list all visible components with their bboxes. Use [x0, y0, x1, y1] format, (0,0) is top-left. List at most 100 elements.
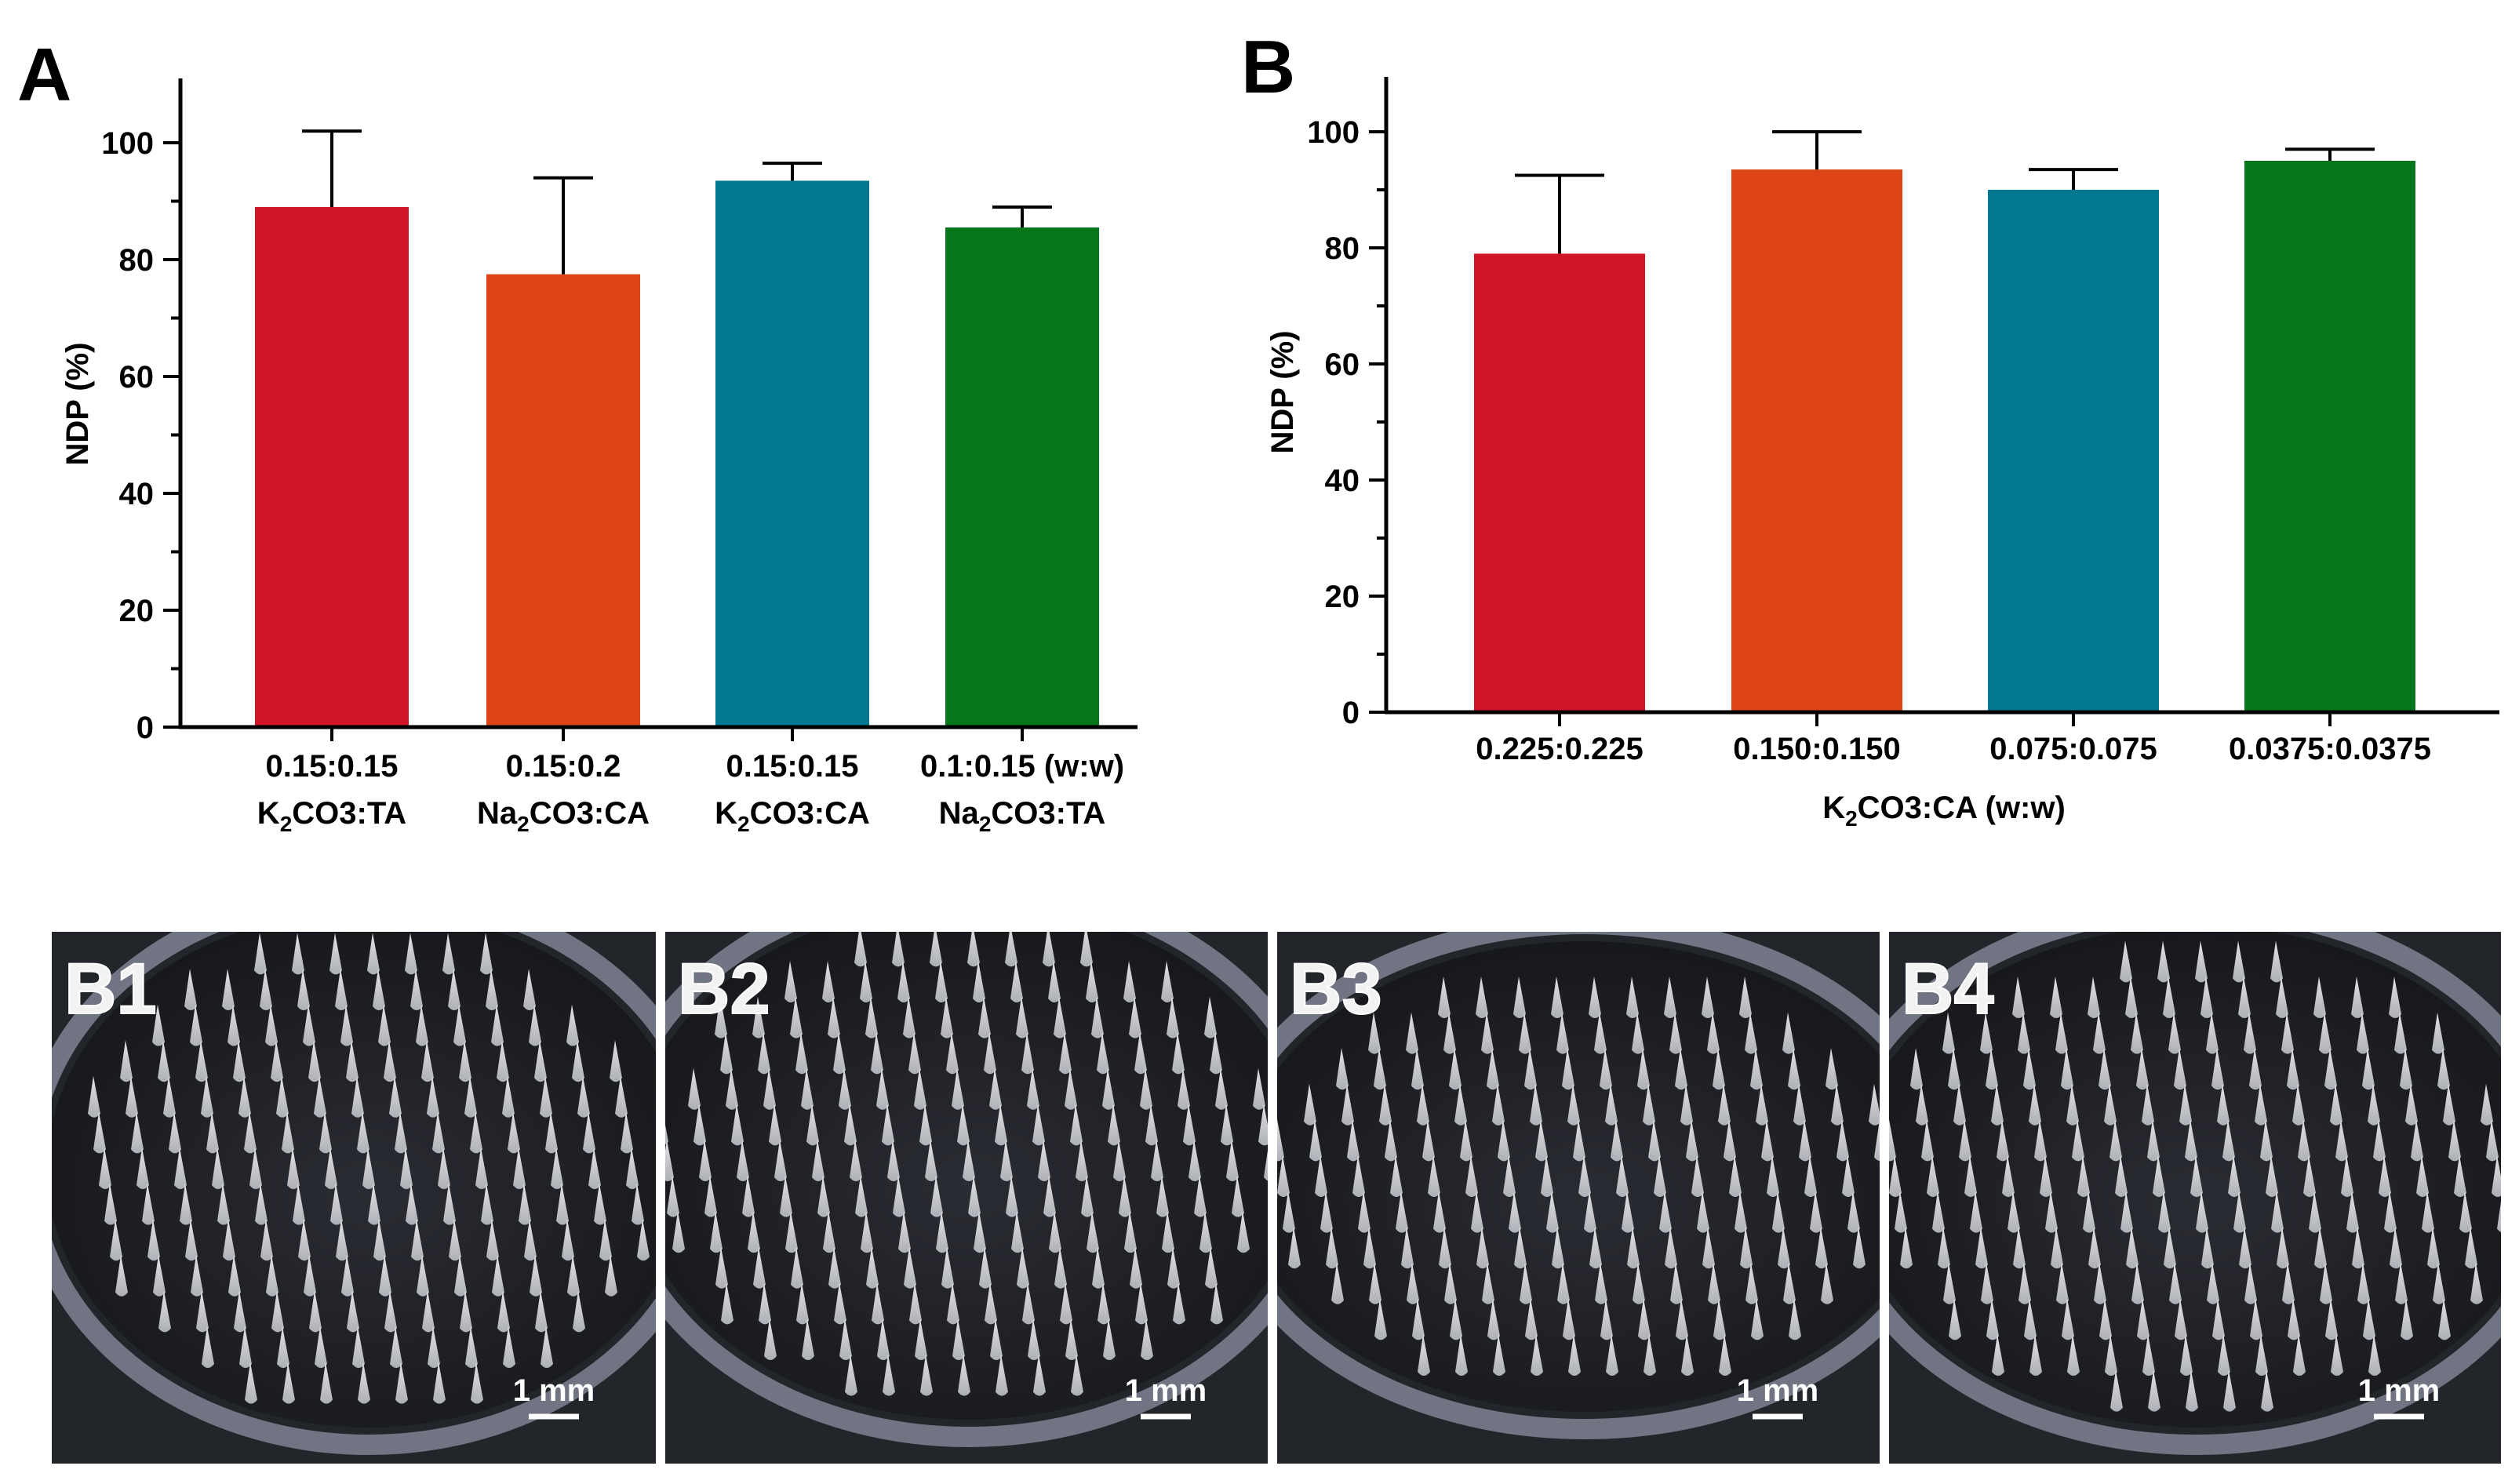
microneedle	[309, 1290, 322, 1333]
microneedle	[2266, 1155, 2278, 1197]
microneedle	[1385, 1119, 1397, 1162]
microneedle-array	[665, 932, 1268, 1396]
microneedle	[1304, 1083, 1316, 1126]
microneedle	[1438, 977, 1451, 1018]
chart-a-y-tick-label: 60	[119, 360, 155, 395]
microneedle	[1140, 1068, 1152, 1110]
microneedle	[1439, 1227, 1451, 1269]
microneedle	[1654, 1155, 1666, 1197]
microneedle	[191, 1254, 203, 1297]
microneedle	[2260, 1119, 2273, 1162]
photo-content	[52, 932, 656, 1464]
dish-rim	[665, 932, 1268, 1447]
microneedle	[245, 1362, 257, 1404]
microneedle	[1232, 1175, 1244, 1217]
microneedle	[1199, 1211, 1212, 1253]
microneedle	[1551, 977, 1563, 1018]
microneedle	[796, 1282, 809, 1325]
microneedle	[1341, 1083, 1354, 1126]
microneedle	[1162, 1211, 1174, 1253]
dish-rim	[1277, 932, 1880, 1439]
microneedle	[930, 932, 942, 967]
microneedle	[347, 1290, 359, 1333]
microneedle	[1745, 1262, 1758, 1304]
microneedle	[904, 1246, 916, 1289]
photo-label-b1: B1	[64, 949, 157, 1029]
microneedle	[1697, 1191, 1709, 1233]
chart-a-y-axis-title: NDP (%)	[60, 342, 95, 465]
microneedle	[1702, 977, 1714, 1018]
microneedle	[303, 1004, 315, 1046]
microneedle	[990, 1319, 1003, 1360]
microneedle	[137, 1148, 149, 1189]
microneedle	[315, 1326, 327, 1368]
microneedle	[1412, 1298, 1425, 1340]
microneedle	[2282, 1262, 2295, 1304]
microneedle	[1005, 932, 1017, 967]
microneedle	[2142, 1083, 2154, 1126]
microneedle	[791, 1246, 803, 1289]
microneedle	[1669, 1012, 1682, 1054]
microneedle	[1444, 1262, 1457, 1304]
microneedle	[1476, 1227, 1489, 1269]
microneedle	[2271, 1191, 2284, 1233]
microneedle	[1183, 1104, 1196, 1146]
microneedle	[249, 1148, 262, 1189]
microneedle	[491, 1004, 504, 1046]
microneedle	[1258, 1104, 1268, 1146]
microneedle	[2120, 940, 2132, 983]
chart-b-bar-3	[1988, 190, 2159, 712]
microneedle	[1320, 1191, 1333, 1233]
microneedle	[2368, 1334, 2381, 1376]
microneedle	[1964, 1155, 1977, 1197]
microneedle	[2497, 1202, 2501, 1232]
microneedle	[667, 1175, 679, 1217]
chart-b-category-3: 0.075:0.075	[1989, 732, 2157, 766]
microneedle	[1503, 1155, 1516, 1197]
microneedle	[464, 1075, 477, 1118]
microneedle	[432, 1111, 445, 1154]
microneedle	[551, 1148, 563, 1189]
microneedle	[293, 1183, 305, 1225]
microneedle	[2131, 1262, 2144, 1304]
microneedle	[1606, 1334, 1618, 1376]
microneedle	[1751, 1298, 1764, 1340]
microneedle	[967, 932, 980, 967]
microneedle	[341, 1254, 354, 1297]
microneedle	[1724, 1119, 1736, 1162]
microneedle	[2357, 1262, 2370, 1304]
scale-bar-label: 1 mm	[513, 1373, 595, 1408]
microneedle	[1428, 1155, 1440, 1197]
microneedle	[1520, 1262, 1532, 1304]
microneedle	[1735, 1191, 1747, 1233]
microneedle	[163, 1075, 176, 1118]
microneedle	[1853, 1227, 1866, 1269]
microneedle	[1782, 1012, 1795, 1054]
microneedle	[1756, 1083, 1768, 1126]
microneedle	[373, 969, 385, 1010]
microneedle	[453, 1004, 466, 1046]
microneedle	[1552, 1227, 1564, 1269]
microneedle	[1352, 1155, 1365, 1197]
microneedle	[1713, 1048, 1725, 1090]
microneedle	[2401, 1298, 2413, 1340]
microneedle	[1804, 1155, 1817, 1197]
microneedle	[104, 1183, 117, 1225]
microneedle	[973, 961, 985, 1002]
microneedle	[308, 1040, 321, 1082]
chart-a-bar-2	[486, 274, 640, 727]
microneedle	[2206, 1012, 2219, 1054]
microneedle	[914, 1068, 926, 1110]
microneedle	[1080, 932, 1093, 967]
microneedle	[984, 1032, 996, 1075]
microneedle	[1932, 1191, 1945, 1233]
microneedle	[774, 1140, 787, 1181]
photo-label-b4: B4	[1902, 949, 1994, 1029]
microneedle	[1134, 1032, 1147, 1075]
microneedle	[1632, 1012, 1644, 1054]
microneedle	[1959, 1119, 1971, 1162]
microneedle	[1789, 1298, 1801, 1340]
microneedle	[897, 961, 910, 1002]
microneedle	[433, 1362, 446, 1404]
microneedle	[2390, 1227, 2402, 1269]
